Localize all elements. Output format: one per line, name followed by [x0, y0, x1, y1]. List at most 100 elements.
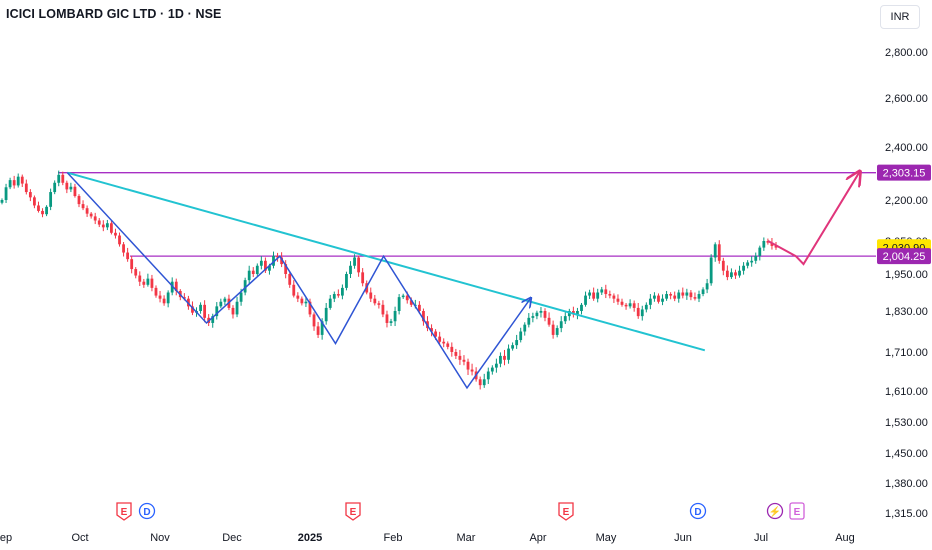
candle — [122, 241, 125, 257]
price-label-level: 2,303.15 — [877, 164, 931, 181]
candle-body — [146, 278, 150, 285]
candle — [385, 310, 389, 328]
candle — [328, 294, 332, 310]
candle — [478, 376, 482, 390]
candle — [397, 294, 401, 315]
candle-body — [357, 257, 361, 273]
candle — [8, 177, 12, 190]
candle — [255, 263, 259, 276]
candle — [648, 294, 652, 310]
candle — [247, 265, 251, 285]
candle — [134, 267, 138, 279]
candle-body — [280, 257, 284, 265]
candle-body — [742, 265, 745, 271]
x-axis-tick-label: Mar — [457, 532, 476, 544]
candle-body — [284, 264, 288, 274]
candle-body — [243, 280, 247, 293]
candle-body — [324, 307, 328, 322]
y-axis-tick-label: 2,600.00 — [885, 93, 928, 105]
candle — [353, 254, 356, 269]
candle — [304, 297, 308, 307]
candle-body — [746, 262, 750, 266]
candle — [401, 293, 405, 299]
candle-body — [12, 180, 16, 186]
candle-body — [316, 326, 320, 335]
candle-body — [114, 232, 117, 236]
projection-arrow[interactable] — [767, 173, 859, 266]
candle — [636, 302, 640, 319]
candle — [689, 290, 693, 301]
candle-body — [612, 295, 616, 299]
candle — [742, 262, 745, 275]
candle-body — [247, 270, 251, 281]
candle-body — [235, 301, 239, 315]
candle-body — [312, 314, 316, 327]
candle-body — [466, 361, 470, 370]
candle-body — [101, 224, 105, 228]
candle-body — [470, 369, 474, 372]
event-marker-earnings[interactable]: E — [116, 502, 132, 521]
candle-body — [118, 235, 121, 245]
candle-body — [616, 298, 620, 302]
candle-body — [349, 265, 352, 274]
candle-body — [422, 311, 425, 322]
candle-body — [657, 295, 660, 302]
candle-body — [328, 298, 332, 308]
candle-body — [69, 186, 73, 190]
candle-body — [409, 300, 413, 305]
event-marker-earnings[interactable]: E — [345, 502, 361, 521]
event-marker-earnings[interactable]: E — [558, 502, 574, 521]
candle — [677, 289, 681, 303]
candle — [588, 289, 591, 299]
candle — [0, 198, 4, 205]
candle — [16, 173, 20, 188]
candle — [85, 205, 89, 217]
candle-body — [288, 274, 292, 285]
event-marker-split[interactable]: ⚡ — [766, 502, 784, 520]
candle — [49, 188, 53, 211]
candle — [661, 294, 664, 306]
candle — [118, 232, 121, 247]
candle-body — [296, 295, 300, 299]
candle — [616, 294, 620, 305]
candle-body — [130, 259, 134, 270]
event-marker-dividend[interactable]: D — [689, 502, 707, 520]
candle — [608, 290, 612, 299]
candle-body — [105, 223, 109, 228]
candle — [515, 334, 519, 349]
candle-body — [725, 270, 729, 278]
candle-body — [494, 363, 498, 368]
candle-body — [393, 311, 397, 322]
candle-body — [373, 298, 377, 304]
candle — [65, 180, 69, 194]
candle — [657, 293, 660, 304]
candle — [93, 212, 97, 225]
candle-body — [223, 298, 227, 302]
candle-body — [482, 379, 486, 386]
zigzag-pattern-line[interactable] — [66, 172, 530, 390]
candle-body — [276, 255, 279, 258]
candle-body — [166, 292, 170, 304]
candle — [567, 308, 571, 321]
candle-body — [138, 275, 142, 282]
candle-body — [417, 304, 421, 311]
candle — [284, 260, 288, 279]
candle-body — [405, 295, 409, 301]
candle-body — [535, 312, 539, 317]
candle-body — [61, 174, 65, 183]
candle — [292, 280, 296, 298]
candle — [215, 302, 219, 320]
event-marker-earnings-future[interactable]: E — [789, 502, 805, 520]
event-marker-dividend[interactable]: D — [138, 502, 156, 520]
candle — [199, 302, 202, 314]
event-marker-label: D — [143, 507, 150, 518]
candle-body — [515, 340, 519, 346]
event-marker-shape — [766, 502, 784, 520]
candle-body — [454, 352, 458, 356]
currency-button[interactable]: INR — [880, 5, 920, 29]
candle — [758, 245, 762, 261]
candle-body — [677, 292, 681, 299]
candle — [673, 291, 677, 302]
